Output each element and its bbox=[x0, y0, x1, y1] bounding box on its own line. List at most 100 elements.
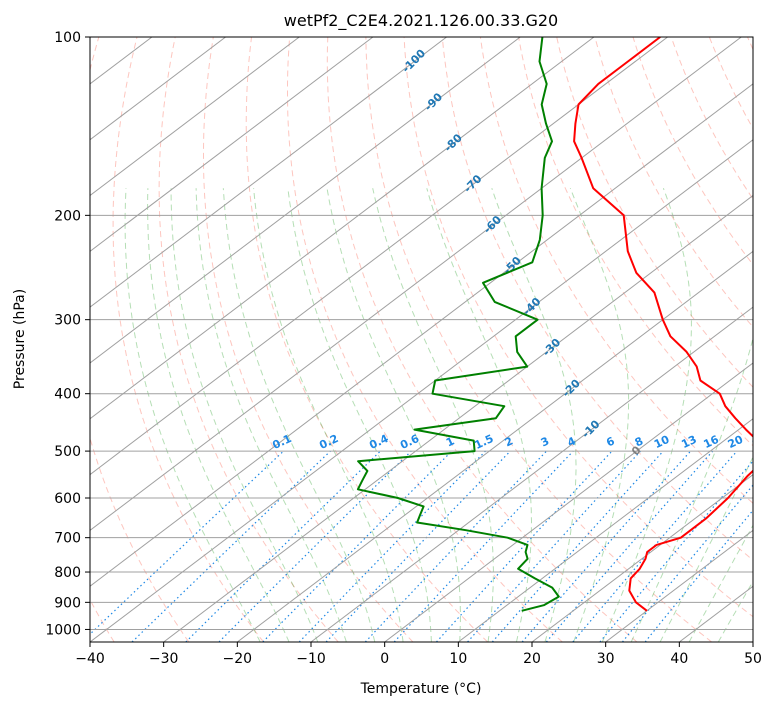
dry-adiabat bbox=[287, 37, 563, 642]
moist-adiabat bbox=[601, 188, 692, 642]
x-axis-label: Temperature (°C) bbox=[360, 681, 482, 697]
isotherm-line bbox=[90, 37, 374, 252]
y-tick-label: 600 bbox=[54, 491, 81, 507]
dry-adiabat bbox=[326, 37, 638, 642]
moist-adiabat bbox=[659, 455, 753, 642]
mixing-ratio-line bbox=[90, 450, 284, 635]
isotherm-line bbox=[90, 139, 753, 642]
mixing-ratio-line bbox=[467, 450, 641, 642]
isotherm-line bbox=[90, 83, 753, 587]
mixing-ratio-label: 6 bbox=[604, 434, 617, 449]
isotherm-line bbox=[90, 37, 300, 197]
moist-adiabat bbox=[688, 524, 753, 642]
isotherm-line bbox=[237, 250, 753, 642]
isotherm-labels: 0.10.20.40.611.52346810131620253036-100-… bbox=[270, 47, 775, 459]
isotherm-label: -20 bbox=[560, 376, 583, 399]
mixing-ratio-label: 2 bbox=[503, 434, 515, 449]
mixing-ratio-label: 0.4 bbox=[367, 432, 390, 452]
moist-adiabat bbox=[717, 580, 753, 642]
y-tick-label: 500 bbox=[54, 444, 81, 460]
series-lines bbox=[356, 37, 753, 612]
isotherm-line bbox=[458, 418, 753, 642]
isotherm-label: -100 bbox=[400, 47, 429, 76]
mixing-ratio-label: 25 bbox=[750, 433, 769, 451]
mixing-ratio-label: 30 bbox=[771, 433, 775, 451]
isotherm-line bbox=[605, 529, 753, 642]
mixing-ratio-line bbox=[262, 450, 453, 642]
mixing-ratio-line bbox=[218, 450, 412, 642]
moist-adiabat bbox=[147, 188, 290, 642]
dry-adiabat bbox=[556, 37, 753, 388]
dry-adiabat bbox=[441, 37, 753, 561]
y-tick-label: 900 bbox=[54, 595, 81, 611]
y-axis-label: Pressure (hPa) bbox=[12, 289, 28, 389]
y-tick-label: 200 bbox=[54, 208, 81, 224]
mixing-ratio-label: 0.2 bbox=[317, 432, 340, 452]
grid-lines bbox=[0, 37, 753, 642]
mixing-ratio-label: 4 bbox=[565, 434, 578, 449]
isotherm-label: -80 bbox=[442, 131, 465, 154]
isotherm-line bbox=[0, 37, 5, 642]
mixing-ratio-label: 10 bbox=[652, 433, 672, 451]
y-tick-label: 800 bbox=[54, 565, 81, 581]
isotherm-line bbox=[310, 306, 753, 642]
moist-adiabat bbox=[569, 188, 630, 642]
chart-title: wetPf2_C2E4.2021.126.00.33.G20 bbox=[284, 11, 558, 31]
dry-adiabat bbox=[632, 37, 753, 266]
moist-adiabat bbox=[287, 188, 432, 642]
isotherm-line bbox=[90, 37, 668, 476]
dry-adiabat bbox=[90, 37, 190, 642]
isotherm-label: -70 bbox=[461, 172, 484, 195]
x-tick-label: −20 bbox=[223, 651, 253, 667]
isotherm-label: -30 bbox=[540, 336, 563, 359]
isotherm-line bbox=[531, 473, 753, 642]
x-tick-label: −30 bbox=[149, 651, 179, 667]
dry-adiabat bbox=[403, 37, 753, 618]
dry-adiabat bbox=[203, 37, 414, 642]
dry-adiabat bbox=[112, 37, 264, 642]
x-tick-label: 40 bbox=[670, 651, 688, 667]
mixing-ratio-line bbox=[621, 484, 753, 642]
x-tick-label: 0 bbox=[380, 651, 389, 667]
moist-adiabat bbox=[124, 188, 261, 642]
mixing-ratio-line bbox=[325, 450, 511, 642]
isotherm-label: -90 bbox=[422, 90, 445, 113]
moist-adiabat bbox=[326, 188, 461, 642]
moist-adiabat bbox=[170, 188, 319, 642]
mixing-ratio-label: 20 bbox=[726, 433, 746, 451]
isotherm-line bbox=[90, 37, 595, 420]
y-tick-label: 400 bbox=[54, 387, 81, 403]
moist-adiabat bbox=[491, 188, 577, 642]
dry-adiabat bbox=[479, 37, 753, 504]
moist-adiabat bbox=[195, 188, 347, 642]
x-tick-label: 20 bbox=[523, 651, 541, 667]
mixing-ratio-line bbox=[572, 450, 738, 642]
moist-adiabat bbox=[253, 188, 404, 642]
isotherm-line bbox=[90, 37, 447, 308]
mixing-ratio-line bbox=[185, 450, 381, 642]
x-tick-label: 30 bbox=[597, 651, 615, 667]
background-lines bbox=[90, 37, 753, 642]
mixing-ratio-label: 16 bbox=[702, 433, 722, 451]
isotherm-line bbox=[90, 37, 742, 532]
dry-adiabat bbox=[90, 598, 115, 642]
dry-adiabat bbox=[158, 37, 339, 642]
dry-adiabat bbox=[245, 37, 488, 642]
y-tick-label: 300 bbox=[54, 313, 81, 329]
mixing-ratio-line bbox=[491, 450, 664, 642]
mixing-ratio-line bbox=[364, 450, 547, 642]
plot-frame bbox=[89, 36, 754, 643]
axes: −40 −30 −20 −10 0 10 20 30 40 5010020030040050060… bbox=[45, 30, 762, 667]
dry-adiabat bbox=[365, 37, 712, 642]
mixing-ratio-label: 3 bbox=[539, 434, 551, 449]
dewpoint-line bbox=[356, 37, 560, 612]
mixing-ratio-label: 13 bbox=[679, 433, 698, 451]
isotherm-line bbox=[752, 641, 753, 642]
isotherm-line bbox=[90, 37, 226, 141]
isotherm-line bbox=[163, 194, 753, 642]
moist-adiabat bbox=[426, 188, 532, 642]
isotherm-label: -60 bbox=[481, 213, 504, 236]
temperature-line bbox=[573, 37, 753, 612]
mixing-ratio-line bbox=[521, 450, 692, 642]
